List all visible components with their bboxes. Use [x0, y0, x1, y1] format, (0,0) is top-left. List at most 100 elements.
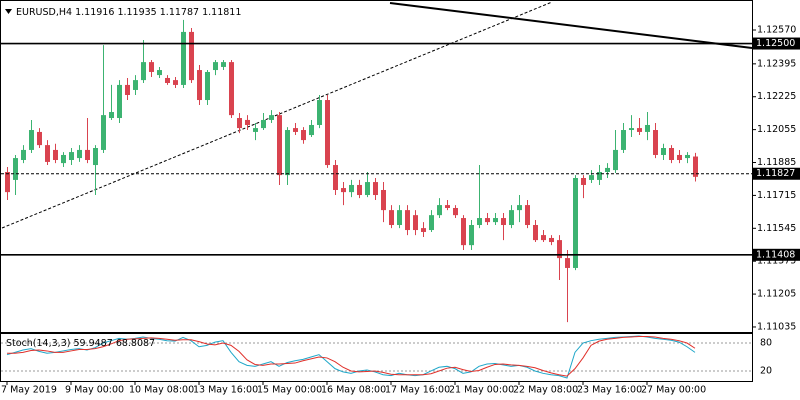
symbol-title: EURUSD,H4	[16, 7, 72, 18]
channel-line	[1, 1, 553, 229]
candle-body	[165, 77, 170, 83]
candle-body	[613, 149, 618, 171]
candle-body	[237, 118, 242, 129]
candle-body	[245, 119, 250, 125]
stoch-main-value: 59.9487	[73, 338, 112, 349]
y-tick-label: 1.11205	[757, 289, 796, 300]
candle-body	[669, 148, 674, 161]
candle-body	[525, 205, 530, 226]
y-tick-label: 1.12225	[757, 91, 796, 102]
candle-body	[573, 177, 578, 268]
stoch-signal-value: 68.8087	[116, 338, 155, 349]
candle-body	[501, 218, 506, 226]
candle-body	[77, 149, 82, 159]
candle-body	[37, 131, 42, 146]
candle-body	[533, 225, 538, 241]
candle-body	[429, 215, 434, 231]
candle-body	[517, 205, 522, 211]
stoch-panel-frame	[0, 333, 753, 382]
candle-body	[621, 130, 626, 150]
candle-body	[261, 119, 266, 129]
y-tick-label: 1.11375	[757, 256, 796, 267]
x-tick-label: 17 May 16:00	[385, 385, 450, 396]
trend-line	[389, 2, 753, 49]
candle-body	[93, 148, 98, 166]
x-tick-label: 27 May 00:00	[641, 385, 706, 396]
candle-body	[109, 112, 114, 119]
candle-body	[565, 258, 570, 268]
low-price: 1.11787	[160, 7, 199, 18]
candle-body	[357, 184, 362, 196]
x-tick-label: 22 May 08:00	[513, 385, 578, 396]
candle-body	[189, 31, 194, 81]
y-tick-label: 1.11545	[757, 223, 796, 234]
candle-body	[325, 100, 330, 166]
candle-body	[45, 145, 50, 162]
y-tick-label: 1.12395	[757, 58, 796, 69]
candle-body	[117, 84, 122, 119]
candle-body	[405, 210, 410, 231]
price-panel-frame	[0, 0, 753, 333]
candle-body	[589, 175, 594, 180]
x-tick-label: 7 May 2019	[1, 385, 57, 396]
candle-body	[157, 70, 162, 76]
candle-body	[389, 210, 394, 226]
candle-body	[125, 84, 130, 95]
candle-body	[173, 80, 178, 85]
candle-body	[5, 171, 10, 193]
candle-body	[677, 154, 682, 161]
candle-body	[693, 156, 698, 177]
candle-body	[421, 228, 426, 232]
level-label: 1.12500	[756, 38, 795, 49]
candle-body	[493, 218, 498, 223]
candle-body	[541, 235, 546, 241]
candle-body	[605, 167, 610, 172]
open-price: 1.11916	[75, 7, 114, 18]
candle-body	[61, 154, 66, 164]
candle-body	[485, 218, 490, 223]
candle-body	[101, 115, 106, 150]
candle-body	[293, 128, 298, 132]
y-tick-label: 1.11885	[757, 157, 796, 168]
candle-body	[549, 237, 554, 243]
candle-body	[141, 62, 146, 81]
candle-body	[461, 218, 466, 246]
stoch-header: Stoch(14,3,3) 59.9487 68.8087	[6, 338, 155, 349]
y-tick-label: 1.11715	[757, 190, 796, 201]
candle-body	[133, 80, 138, 90]
candle-body	[413, 215, 418, 231]
high-price: 1.11935	[117, 7, 156, 18]
symbol-menu-icon[interactable]	[5, 9, 12, 14]
candle-body	[181, 31, 186, 85]
stoch-tick-label: 20	[760, 365, 772, 376]
candle-body	[269, 115, 274, 120]
x-tick-label: 13 May 16:00	[193, 385, 258, 396]
candle-body	[13, 158, 18, 180]
candle-body	[29, 130, 34, 150]
x-tick-label: 9 May 00:00	[65, 385, 124, 396]
close-price: 1.11811	[202, 7, 241, 18]
y-tick-label: 1.12055	[757, 124, 796, 135]
candle-body	[437, 205, 442, 216]
candle-body	[557, 240, 562, 259]
candle-body	[469, 225, 474, 246]
level-label: 1.11408	[756, 249, 795, 260]
stoch-line	[6, 335, 696, 379]
current-price-box	[752, 167, 800, 180]
candle-body	[333, 165, 338, 190]
level-label-box	[752, 248, 800, 261]
stoch-title: Stoch(14,3,3)	[6, 338, 70, 349]
candle-body	[205, 71, 210, 101]
candle-body	[229, 62, 234, 116]
stoch-tick-label: 80	[760, 338, 772, 349]
stoch-line	[7, 335, 696, 377]
candle-body	[301, 130, 306, 141]
candle-body	[509, 210, 514, 226]
x-tick-label: 10 May 08:00	[129, 385, 194, 396]
candle-body	[277, 115, 282, 176]
candle-body	[253, 128, 258, 132]
y-tick-label: 1.11035	[757, 321, 796, 332]
candle-body	[629, 128, 634, 131]
candle-body	[213, 62, 218, 71]
